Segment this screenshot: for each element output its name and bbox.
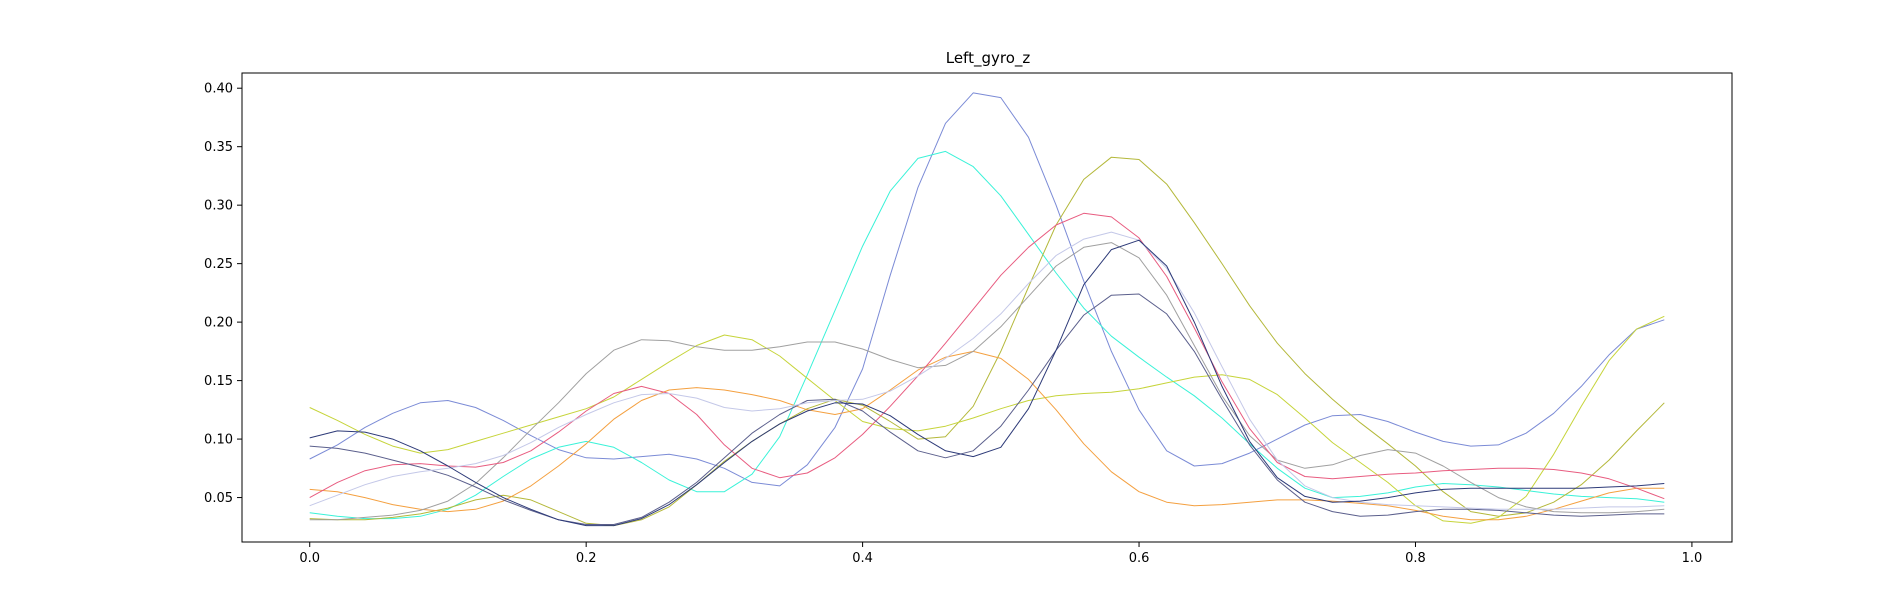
series-layer [309,92,1665,527]
series-line-7 [309,212,1665,500]
axes: 0.0 0.2 0.4 0.6 0.8 1.0 0.05 0.10 0.15 0.20 0.25 0.… [204,82,1702,566]
y-tick-label: 0.40 [204,82,233,97]
chart-title: Left_gyro_z [946,49,1031,68]
y-tick-label: 0.10 [204,433,233,448]
x-tick-label: 1.0 [1682,551,1703,566]
y-tick-label: 0.05 [204,491,233,506]
series-line-8 [309,293,1665,525]
x-tick-label: 0.8 [1405,551,1426,566]
y-tick-label: 0.20 [204,316,233,331]
series-line-1 [309,92,1665,487]
series-line-5 [309,350,1665,521]
x-tick-label: 0.4 [852,551,873,566]
series-line-2 [309,150,1665,520]
series-line-4 [309,315,1665,524]
y-tick-label: 0.25 [204,257,233,272]
series-line-10 [309,239,1665,527]
y-tick-label: 0.30 [204,199,233,214]
y-tick-label: 0.15 [204,374,233,389]
x-tick-label: 0.6 [1129,551,1150,566]
x-tick-label: 0.0 [299,551,320,566]
y-tick-label: 0.35 [204,140,233,155]
series-line-9 [309,231,1665,510]
series-line-3 [309,156,1665,527]
x-tick-label: 0.2 [576,551,597,566]
plot-frame [241,72,1733,543]
series-line-6 [309,242,1665,521]
